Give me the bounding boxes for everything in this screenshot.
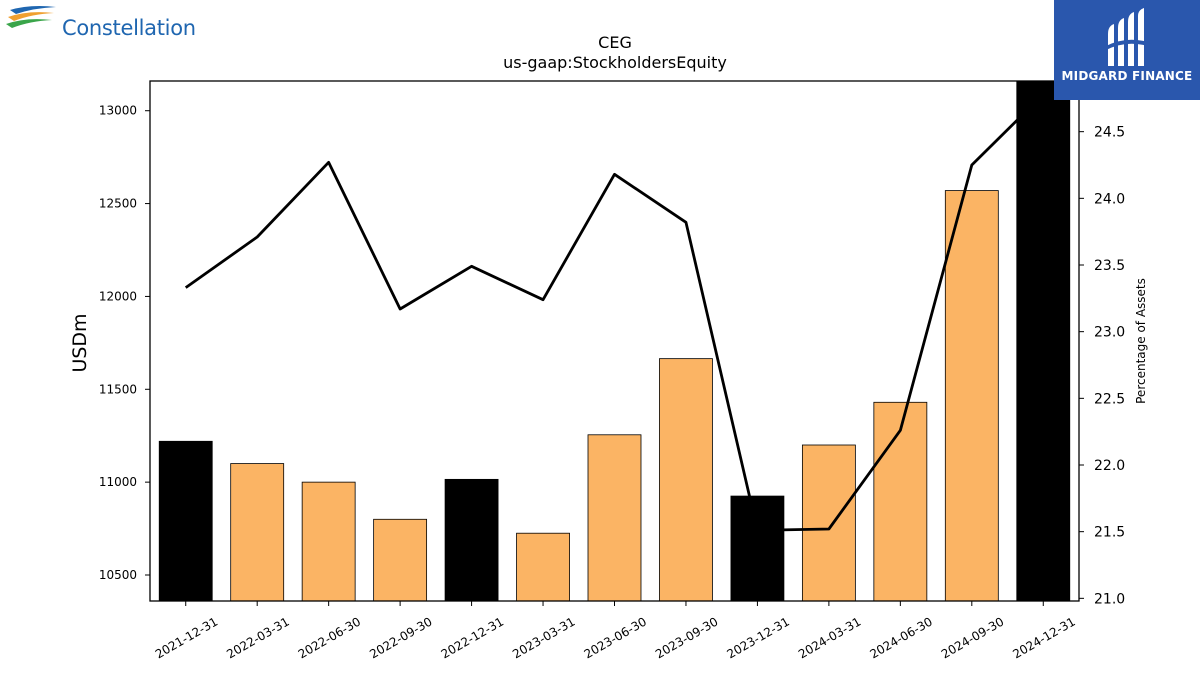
x-tick-label: 2024-06-30 [867,614,934,661]
bar-2023-12-31 [730,495,785,602]
x-tick-label: 2021-12-31 [153,614,220,661]
y2-tick-label: 23.0 [1094,325,1125,341]
y2-tick-label: 23.5 [1094,258,1125,274]
y-tick-label: 12000 [99,289,137,303]
y-tick-label: 13000 [99,104,137,118]
x-tick-label: 2023-03-31 [510,614,577,661]
y-tick-label: 10500 [99,568,137,582]
bar-2022-12-31 [444,478,499,602]
midgard-logo-text: MIDGARD FINANCE [1061,69,1193,83]
bar-2023-03-31 [516,532,570,602]
bar-2024-12-31 [1016,80,1071,602]
x-tick-label: 2023-09-30 [653,614,720,661]
bar-2022-09-30 [373,518,428,602]
y2-axis-label: Percentage of Assets [1134,278,1148,404]
y2-tick-label: 22.0 [1094,458,1125,474]
bar-2024-09-30 [944,190,999,602]
bar-2022-03-31 [230,463,285,602]
y2-tick-label: 24.0 [1094,191,1125,207]
x-tick-label: 2024-09-30 [939,614,1006,661]
chart-subtitle: us-gaap:StockholdersEquity [503,53,727,72]
x-tick-label: 2023-12-31 [725,614,792,661]
bars-layer [158,80,1071,602]
constellation-logo: Constellation [4,4,214,44]
x-tick-label: 2023-06-30 [582,614,649,661]
bar-2023-06-30 [587,434,642,602]
bar-2021-12-31 [158,440,213,602]
midgard-emblem-icon [1106,8,1148,66]
y-tick-label: 11000 [99,475,137,489]
x-tick-label: 2024-03-31 [796,614,863,661]
left-axis: 10500 11000 11500 12000 12500 13000 [99,104,150,582]
y-tick-label: 11500 [99,382,137,396]
bar-2022-06-30 [301,481,356,602]
midgard-finance-logo: MIDGARD FINANCE [1054,0,1200,100]
x-axis: 2021-12-31 2022-03-31 2022-06-30 2022-09-30… [153,601,1078,661]
right-axis: 21.0 21.5 22.0 22.5 23.0 23.5 24.0 24.5 [1079,125,1125,607]
x-tick-label: 2022-12-31 [439,614,506,661]
percentage-of-assets-line [184,93,1045,532]
constellation-logo-text: Constellation [62,16,196,40]
chart-title: CEG [598,33,632,52]
y2-tick-label: 21.5 [1094,525,1125,541]
y-axis-label: USDm [69,313,91,372]
line-layer [184,93,1045,532]
y2-tick-label: 21.0 [1094,591,1125,607]
y2-tick-label: 24.5 [1094,125,1125,141]
y-tick-label: 12500 [99,197,137,211]
bar-2024-03-31 [801,444,856,602]
x-tick-label: 2022-06-30 [296,614,363,661]
x-tick-label: 2022-03-31 [224,614,291,661]
bar-2023-09-30 [659,358,713,602]
constellation-swoosh-icon [6,6,56,28]
y2-tick-label: 22.5 [1094,391,1125,407]
bar-2024-06-30 [873,401,928,602]
x-tick-label: 2022-09-30 [367,614,434,661]
x-tick-label: 2024-12-31 [1010,614,1077,661]
